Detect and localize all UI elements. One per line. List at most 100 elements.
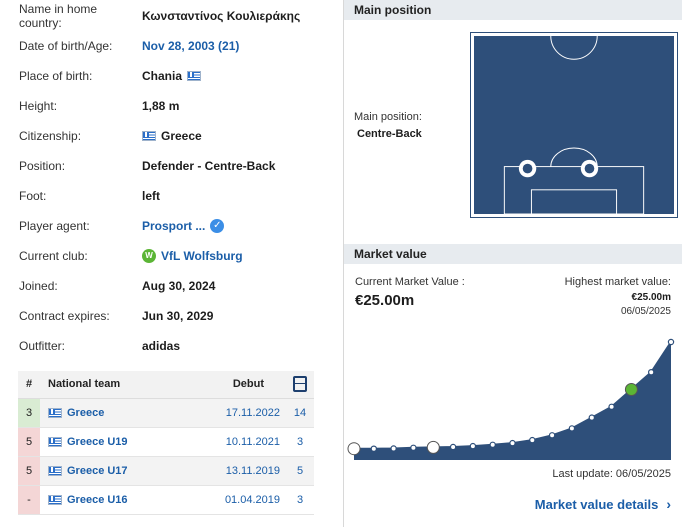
team-link[interactable]: Greece U16	[40, 494, 198, 506]
goal-area	[530, 189, 618, 215]
profile-value: Defender - Centre-Back	[142, 159, 275, 173]
profile-value-text: Aug 30, 2024	[142, 279, 216, 293]
row-number: -	[18, 485, 40, 515]
team-link[interactable]: Greece U19	[40, 436, 198, 448]
profile-value-text: adidas	[142, 339, 181, 353]
profile-value-text: VfL Wolfsburg	[161, 249, 243, 263]
club-badge-point[interactable]	[426, 440, 440, 454]
market-value-point[interactable]	[489, 441, 496, 449]
profile-value: 1,88 m	[142, 99, 179, 113]
profile-value-text: 1,88 m	[142, 99, 180, 113]
market-value-point[interactable]	[548, 432, 556, 439]
national-team-row: 5 Greece U17 13.11.2019 5	[18, 456, 314, 486]
national-team-row: 3 Greece 17.11.2022 14	[18, 398, 314, 428]
club-badge-point[interactable]	[347, 442, 361, 456]
debut-date[interactable]: 13.11.2019	[198, 456, 286, 486]
debut-date[interactable]: 10.11.2021	[198, 427, 286, 457]
market-value-point[interactable]	[390, 445, 397, 452]
profile-row: Player agent: Prosport ... ✓	[19, 211, 225, 241]
profile-row: Date of birth/Age: Nov 28, 2003 (21)	[19, 31, 239, 61]
market-value-point[interactable]	[588, 414, 595, 421]
greece-flag-icon	[187, 71, 202, 81]
profile-row: Current club: W VfL Wolfsburg	[19, 241, 243, 271]
profile-label: Height:	[19, 99, 58, 113]
market-value-chart[interactable]	[344, 320, 682, 465]
profile-row: Name in home country: Κωνσταντίνος Κουλιε…	[19, 1, 300, 31]
team-cell: Greece U17	[40, 456, 198, 486]
market-value-point[interactable]	[529, 436, 536, 444]
profile-value-text: Jun 30, 2029	[142, 309, 214, 323]
market-value-point[interactable]	[608, 403, 615, 411]
caps-count[interactable]: 5	[286, 456, 314, 486]
profile-value: Greece	[142, 129, 202, 143]
current-value-label: Current Market Value :	[355, 276, 465, 288]
right-panel: Main position Main position: Centre-Back…	[343, 0, 682, 527]
col-number: #	[18, 371, 40, 399]
profile-label: Joined:	[19, 279, 58, 293]
profile-label: Position:	[19, 159, 66, 173]
club-badge-point[interactable]	[624, 383, 638, 396]
col-caps	[286, 371, 314, 399]
highest-value: €25.00m	[631, 292, 671, 303]
greece-flag-icon	[48, 407, 62, 418]
caps-count[interactable]: 14	[286, 398, 314, 428]
market-value-point[interactable]	[449, 443, 457, 451]
market-value-point[interactable]	[370, 445, 377, 452]
national-team-row: 5 Greece U19 10.11.2021 3	[18, 427, 314, 457]
profile-value-text: Chania	[142, 69, 183, 83]
profile-value: Κωνσταντίνος Κουλιεράκης	[142, 9, 300, 23]
market-value-area	[354, 342, 671, 460]
market-value-point[interactable]	[648, 369, 655, 376]
team-name: Greece U19	[67, 435, 128, 448]
market-value-point[interactable]	[667, 338, 675, 346]
market-value-header: Market value	[344, 244, 682, 264]
profile-row: Joined: Aug 30, 2024	[19, 271, 215, 301]
market-value-details-link[interactable]: Market value details ›	[535, 496, 671, 512]
market-value-point[interactable]	[568, 425, 576, 432]
team-link[interactable]: Greece U17	[40, 465, 198, 477]
greece-flag-icon	[48, 465, 62, 476]
profile-row: Position: Defender - Centre-Back	[19, 151, 275, 181]
profile-value[interactable]: Prosport ... ✓	[142, 219, 225, 233]
profile-label: Contract expires:	[19, 309, 110, 323]
club-crest-icon: W	[142, 249, 156, 263]
debut-date[interactable]: 17.11.2022	[198, 398, 286, 428]
team-name: Greece U17	[67, 464, 128, 477]
greece-flag-icon	[48, 494, 62, 505]
profile-value: Jun 30, 2029	[142, 309, 213, 323]
team-cell: Greece U19	[40, 427, 198, 457]
profile-value-text: left	[142, 189, 160, 203]
national-team-table: # National team Debut 3 Greece 17.11.2022 1…	[18, 371, 314, 515]
main-position-label: Main position:	[354, 111, 422, 123]
caps-count[interactable]: 3	[286, 485, 314, 515]
greece-flag-icon	[48, 436, 62, 447]
profile-value-text: Defender - Centre-Back	[142, 159, 276, 173]
profile-label: Foot:	[19, 189, 47, 203]
row-number: 5	[18, 456, 40, 486]
highest-value-label: Highest market value:	[564, 276, 671, 288]
greece-flag-icon	[142, 131, 156, 141]
last-update: Last update: 06/05/2025	[552, 468, 671, 480]
debut-date[interactable]: 01.04.2019	[198, 485, 286, 515]
profile-label: Name in home country:	[19, 2, 98, 30]
row-number: 5	[18, 427, 40, 457]
profile-value-text: Nov 28, 2003 (21)	[142, 39, 240, 53]
player-info-panel: Name in home country: Κωνσταντίνος Κουλιε…	[0, 0, 334, 527]
team-cell: Greece U16	[40, 485, 198, 515]
profile-value: left	[142, 189, 160, 203]
market-value-point[interactable]	[469, 442, 477, 450]
profile-row: Height: 1,88 m	[19, 91, 179, 121]
profile-label: Player agent:	[19, 219, 90, 233]
profile-row: Outfitter: adidas	[19, 331, 180, 361]
position-pitch	[470, 32, 678, 218]
team-link[interactable]: Greece	[40, 407, 198, 419]
profile-value-text: Prosport ...	[142, 219, 206, 233]
profile-value[interactable]: Nov 28, 2003 (21)	[142, 39, 239, 53]
market-value-point[interactable]	[509, 439, 516, 447]
col-national-team: National team	[40, 371, 198, 399]
profile-label: Place of birth:	[19, 69, 93, 83]
market-value-details-label: Market value details	[534, 496, 659, 512]
market-value-point[interactable]	[410, 444, 417, 452]
profile-value[interactable]: W VfL Wolfsburg	[142, 249, 243, 263]
caps-count[interactable]: 3	[286, 427, 314, 457]
